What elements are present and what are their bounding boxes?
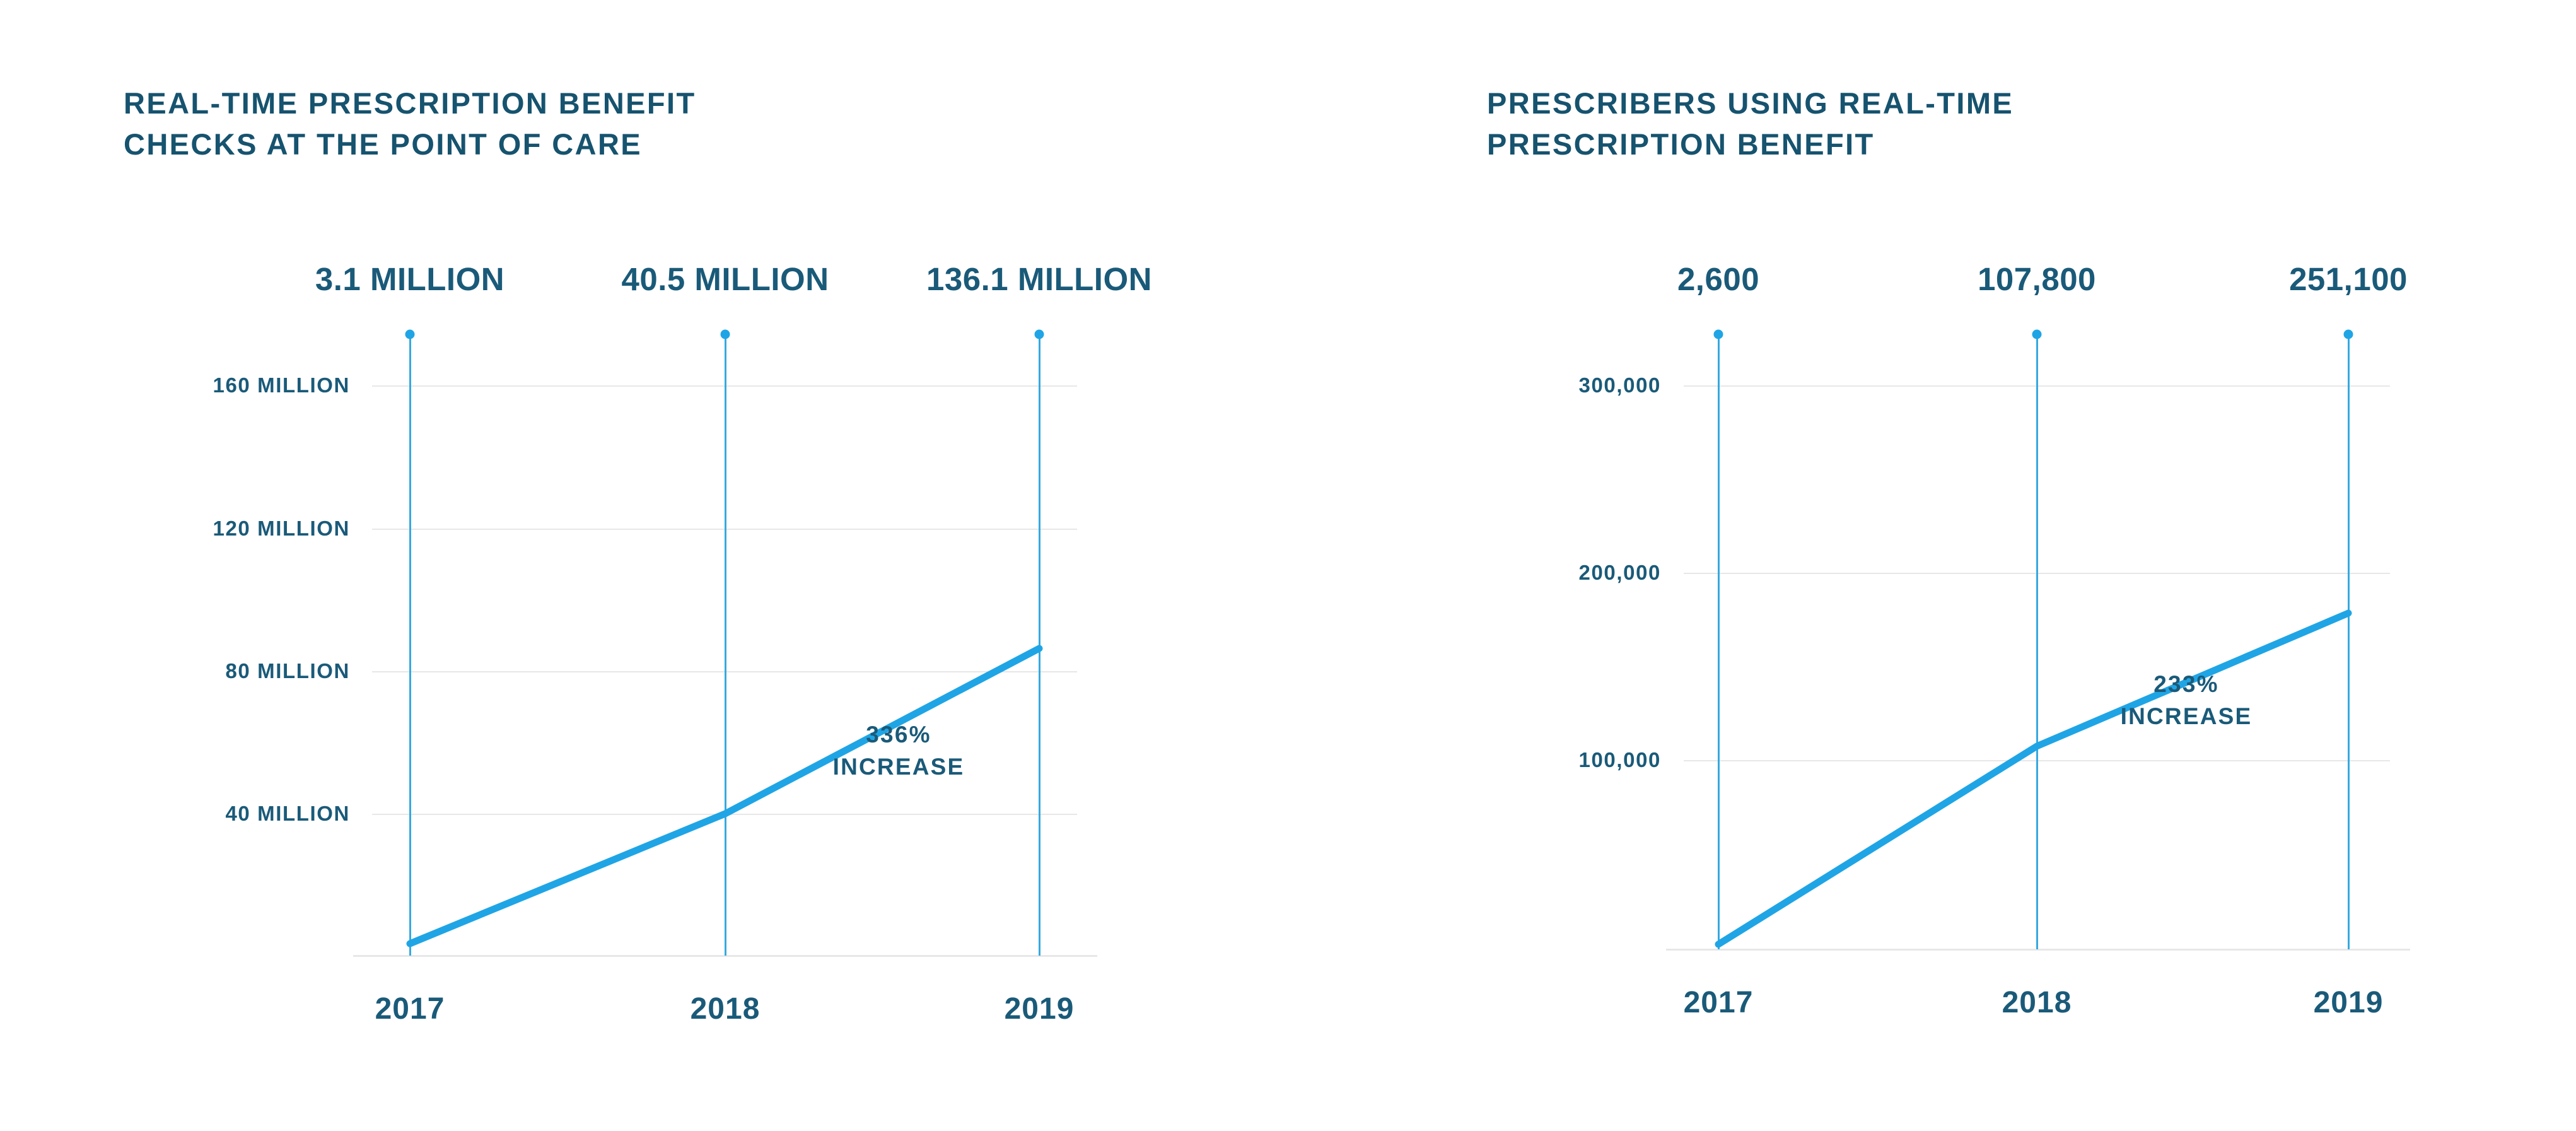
annotation-increase-left: 336% INCREASE (832, 722, 965, 780)
leader-line-2018 (2036, 333, 2038, 949)
annotation-increase-right: 233% INCREASE (2120, 671, 2253, 729)
ytick-label-120m: 120 MILLION (213, 517, 350, 540)
plot-area-right: 300,000 200,000 100,000 2,600 107,800 25… (1288, 0, 2576, 1131)
value-label-2018: 107,800 (1978, 261, 2096, 297)
series-line-left (406, 645, 1043, 947)
chart-panel-left: REAL-TIME PRESCRIPTION BENEFIT CHECKS AT… (124, 86, 1152, 1026)
xtick-label-2019: 2019 (1004, 992, 1075, 1026)
value-label-2019: 136.1 MILLION (926, 261, 1152, 297)
value-label-2017: 2,600 (1677, 261, 1760, 297)
ytick-label-100k: 100,000 (1578, 748, 1661, 771)
leader-dot-2018 (720, 329, 730, 339)
leader-line-2019 (1039, 333, 1040, 956)
leader-dot-2019 (2343, 329, 2353, 339)
value-label-2017: 3.1 MILLION (315, 261, 505, 297)
value-label-2019: 251,100 (2289, 261, 2408, 297)
chart-title-right: PRESCRIBERS USING REAL-TIME PRESCRIPTION… (1487, 86, 2014, 161)
ytick-label-40m: 40 MILLION (225, 802, 350, 825)
leader-line-2018 (725, 333, 726, 956)
chart-title-left: REAL-TIME PRESCRIPTION BENEFIT CHECKS AT… (124, 86, 696, 161)
leader-dot-2017 (405, 329, 415, 339)
x-axis-baseline-left (353, 955, 1097, 957)
leader-line-2019 (2348, 333, 2350, 949)
plot-area-left: 160 MILLION 120 MILLION 80 MILLION 40 MI… (213, 261, 1152, 1026)
x-axis-baseline-right (1666, 949, 2410, 951)
ytick-label-200k: 200,000 (1578, 561, 1661, 584)
leader-dot-2019 (1034, 329, 1044, 339)
leader-dot-2018 (2032, 329, 2042, 339)
leader-dot-2017 (1713, 329, 1723, 339)
chart-panel-right: PRESCRIBERS USING REAL-TIME PRESCRIPTION… (1288, 0, 2576, 1131)
leader-line-2017 (1718, 333, 1720, 949)
xtick-label-2017: 2017 (1683, 986, 1754, 1019)
xtick-label-2018: 2018 (690, 992, 761, 1026)
xtick-label-2019: 2019 (2313, 986, 2384, 1019)
ytick-label-300k: 300,000 (1578, 373, 1661, 397)
ytick-label-80m: 80 MILLION (225, 659, 350, 683)
ytick-label-160m: 160 MILLION (213, 373, 350, 397)
xtick-label-2017: 2017 (375, 992, 445, 1026)
xtick-label-2018: 2018 (2002, 986, 2072, 1019)
leader-line-2017 (409, 333, 411, 956)
value-label-2018: 40.5 MILLION (621, 261, 829, 297)
